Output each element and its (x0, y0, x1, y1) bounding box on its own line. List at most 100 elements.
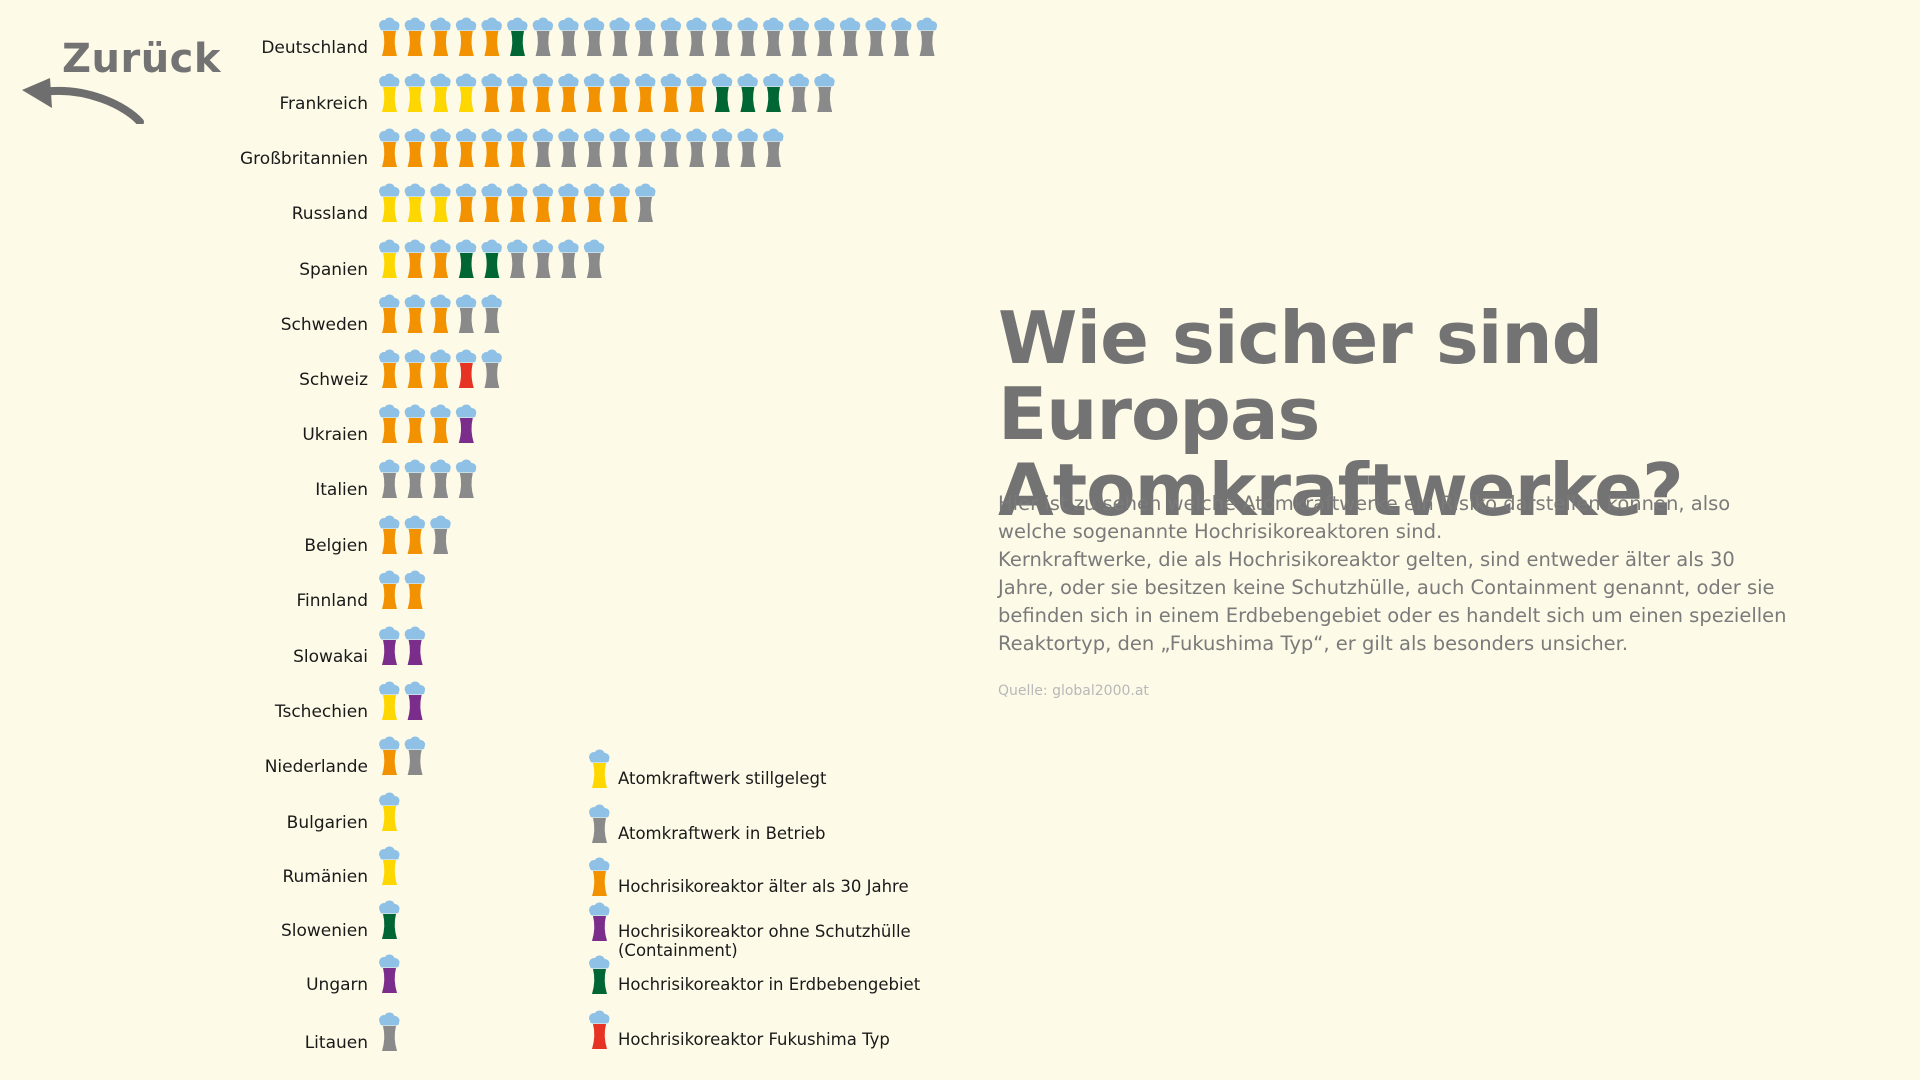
reactor-icon-betrieb (507, 239, 528, 278)
reactor-icon-alt (507, 128, 528, 167)
country-row: Tschechien (274, 681, 426, 722)
reactor-icon-betrieb (404, 736, 426, 775)
country-row: Spanien (299, 239, 605, 280)
legend-item-betrieb: Atomkraftwerk in Betrieb (589, 804, 826, 843)
country-row: Großbritannien (240, 128, 784, 169)
reactor-icon-alt (430, 239, 451, 278)
reactor-icon-alt (455, 128, 477, 167)
description-paragraph-2: Kernkraftwerke, die als Hochrisikoreakto… (998, 548, 1787, 655)
reactor-icon-alt (379, 736, 400, 775)
country-label: Frankreich (280, 94, 369, 114)
reactor-icon-alt (379, 294, 400, 333)
reactor-icon-betrieb (763, 17, 784, 56)
reactor-icon-betrieb (379, 1012, 400, 1051)
reactor-icon-stillgelegt (379, 183, 400, 222)
legend-item-stillgelegt: Atomkraftwerk stillgelegt (589, 749, 827, 788)
reactor-icon-stillgelegt (379, 846, 400, 885)
country-row: Slowenien (281, 900, 400, 941)
country-label: Deutschland (261, 38, 368, 58)
legend-item-alt: Hochrisikoreaktor älter als 30 Jahre (589, 857, 909, 896)
country-row: Bulgarien (287, 792, 400, 833)
reactor-icon-alt (481, 73, 502, 112)
reactor-icon-erdbeben (481, 239, 502, 278)
country-row: Russland (292, 183, 656, 224)
reactor-icon-betrieb (481, 349, 502, 388)
country-label: Spanien (299, 260, 368, 280)
country-label: Slowakai (293, 647, 368, 667)
back-button[interactable]: Zurück (22, 36, 221, 126)
reactor-icon-alt (532, 183, 554, 222)
reactor-icon-alt (404, 128, 426, 167)
reactor-icon-alt (430, 349, 451, 388)
reactor-icon-betrieb (737, 17, 758, 56)
reactor-icon-ohne_schutz (404, 626, 426, 665)
reactor-icon-betrieb (788, 17, 810, 56)
legend-label: Hochrisikoreaktor Fukushima Typ (618, 1030, 890, 1049)
reactor-icon-betrieb (865, 17, 886, 56)
reactor-icon-stillgelegt (379, 239, 400, 278)
reactor-icon-stillgelegt (404, 73, 426, 112)
country-label: Slowenien (281, 921, 368, 941)
reactor-icon-stillgelegt (379, 73, 400, 112)
reactor-icon-betrieb (609, 128, 630, 167)
country-label: Belgien (304, 536, 368, 556)
reactor-icon-betrieb (558, 17, 579, 56)
legend: Atomkraftwerk stillgelegt Atomkraftwerk i… (589, 749, 921, 1049)
reactor-icon-betrieb (583, 128, 605, 167)
country-label: Schweiz (299, 370, 368, 390)
reactor-icon-betrieb (686, 128, 707, 167)
country-label: Großbritannien (240, 149, 368, 169)
reactor-icon-betrieb (583, 17, 605, 56)
reactor-icon-alt (404, 570, 426, 609)
reactor-icon-stillgelegt (379, 681, 400, 720)
reactor-icon-betrieb (609, 17, 630, 56)
reactor-icon-ohne_schutz (379, 626, 400, 665)
country-row: Ukraien (302, 404, 477, 445)
reactor-icon-betrieb (558, 239, 579, 278)
country-row: Frankreich (280, 73, 835, 114)
legend-icon-fukushima (589, 1010, 610, 1049)
reactor-icon-alt (660, 73, 682, 112)
legend-item-fukushima: Hochrisikoreaktor Fukushima Typ (589, 1010, 890, 1049)
reactor-icon-betrieb (686, 17, 707, 56)
reactor-icon-alt (558, 73, 579, 112)
legend-label: Hochrisikoreaktor älter als 30 Jahre (618, 877, 909, 896)
back-label: Zurück (62, 36, 221, 82)
reactor-icon-alt (583, 73, 605, 112)
legend-item-ohne_schutz: Hochrisikoreaktor ohne Schutzhülle (Conta… (589, 902, 911, 960)
country-label: Russland (292, 204, 368, 224)
country-label: Schweden (281, 315, 368, 335)
country-row: Niederlande (265, 736, 426, 777)
reactor-icon-betrieb (814, 17, 835, 56)
reactor-icon-stillgelegt (430, 73, 451, 112)
reactor-icon-betrieb (916, 17, 938, 56)
reactor-icon-betrieb (558, 128, 579, 167)
legend-icon-erdbeben (589, 955, 610, 994)
country-row: Schweden (281, 294, 502, 335)
description: Hier ist zu sehen welche Atomkraftwerke … (998, 490, 1788, 658)
country-row: Finnland (296, 570, 426, 611)
reactor-icon-betrieb (430, 515, 451, 554)
reactor-icon-alt (507, 183, 528, 222)
legend-label: Hochrisikoreaktor ohne Schutzhülle (Conta… (618, 922, 911, 960)
country-row: Rumänien (282, 846, 400, 887)
legend-icon-alt (589, 857, 610, 896)
reactor-icon-betrieb (737, 128, 758, 167)
reactor-icon-alt (379, 404, 400, 443)
legend-item-erdbeben: Hochrisikoreaktor in Erdbebengebiet (589, 955, 921, 994)
reactor-icon-betrieb (532, 17, 554, 56)
source-note: Quelle: global2000.at (998, 683, 1149, 699)
reactor-icon-betrieb (711, 128, 733, 167)
reactor-icon-alt (455, 17, 477, 56)
legend-label: Atomkraftwerk in Betrieb (618, 824, 826, 843)
country-row: Belgien (304, 515, 451, 556)
reactor-icon-betrieb (635, 183, 656, 222)
reactor-icon-alt (430, 404, 451, 443)
reactor-icon-erdbeben (737, 73, 758, 112)
reactor-icon-betrieb (635, 128, 656, 167)
reactor-icon-stillgelegt (430, 183, 451, 222)
reactor-icon-betrieb (404, 459, 426, 498)
reactor-icon-betrieb (455, 459, 477, 498)
reactor-icon-betrieb (532, 239, 554, 278)
country-rows: Deutschland Frankreich Großbritannien Russl… (240, 17, 938, 1053)
